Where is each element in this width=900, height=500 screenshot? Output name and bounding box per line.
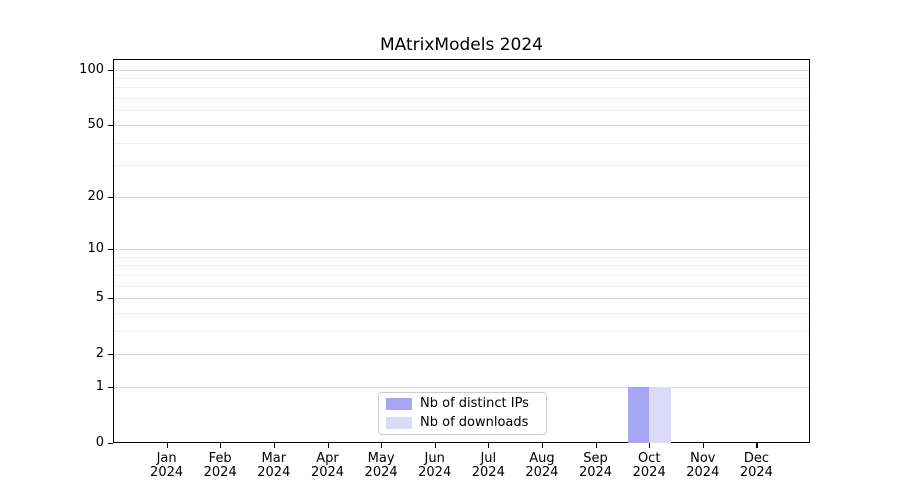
legend-swatch-downloads [386, 417, 412, 429]
legend-label-distinct-ips: Nb of distinct IPs [420, 396, 529, 411]
y-tick-mark [108, 124, 113, 126]
legend: Nb of distinct IPs Nb of downloads [378, 392, 547, 435]
gridline-major [114, 69, 809, 71]
x-tick-label: Mar 2024 [257, 451, 291, 480]
x-tick-label: Nov 2024 [686, 451, 720, 480]
x-tick-mark [220, 443, 222, 448]
plot-area [113, 59, 810, 443]
y-tick-label: 5 [95, 290, 104, 305]
bar-nb-of-distinct-ips-oct [627, 386, 650, 443]
gridline-minor [114, 77, 809, 79]
x-tick-label: Jul 2024 [471, 451, 505, 480]
y-tick-mark [108, 69, 113, 71]
x-tick-label: Apr 2024 [310, 451, 345, 480]
gridline-minor [114, 285, 809, 287]
gridline-major [114, 386, 809, 388]
x-tick-label: Jan 2024 [150, 451, 184, 480]
legend-label-downloads: Nb of downloads [420, 415, 529, 430]
chart-title: MAtrixModels 2024 [379, 35, 543, 55]
gridline-minor [114, 274, 809, 276]
x-tick-mark [488, 443, 490, 448]
gridline-major [114, 298, 809, 299]
gridline-minor [114, 110, 809, 112]
y-tick-mark [108, 196, 113, 198]
y-tick-mark [108, 354, 113, 356]
y-tick-label: 1 [95, 378, 104, 394]
x-tick-mark [756, 443, 758, 448]
legend-item-distinct-ips: Nb of distinct IPs [386, 396, 538, 412]
y-tick-label: 10 [87, 240, 104, 256]
x-tick-mark [327, 443, 329, 448]
y-tick-mark [108, 248, 113, 251]
x-tick-label: Sep 2024 [578, 451, 613, 480]
y-tick-mark [108, 298, 113, 300]
gridline-minor [114, 330, 809, 332]
gridline-minor [114, 265, 809, 267]
gridline-minor [114, 87, 809, 89]
x-tick-label: Dec 2024 [739, 451, 773, 480]
x-tick-mark [595, 443, 597, 448]
y-tick-label: 2 [95, 346, 104, 362]
x-tick-label: Oct 2024 [632, 451, 666, 480]
gridline-minor [114, 256, 809, 258]
x-tick-mark [166, 443, 168, 448]
gridline-major [114, 248, 809, 250]
x-tick-mark [649, 443, 651, 448]
x-tick-mark [434, 443, 436, 448]
gridline-major [114, 124, 809, 126]
gridline-minor [114, 142, 809, 144]
legend-swatch-distinct-ips [386, 398, 412, 410]
gridline-major [114, 196, 809, 198]
x-tick-label: Aug 2024 [525, 451, 559, 480]
legend-item-downloads: Nb of downloads [386, 415, 538, 431]
bar-nb-of-downloads-oct [649, 386, 671, 443]
y-tick-label: 100 [79, 61, 104, 77]
y-tick-label: 50 [87, 116, 104, 132]
gridline-major [114, 354, 809, 356]
gridline-minor [114, 312, 809, 314]
y-tick-mark [108, 386, 113, 389]
x-tick-mark [541, 443, 544, 448]
x-tick-label: Jun 2024 [418, 451, 452, 480]
x-tick-mark [381, 443, 383, 448]
y-tick-label: 20 [87, 188, 104, 204]
x-tick-mark [702, 443, 704, 448]
x-tick-label: Feb 2024 [203, 451, 237, 480]
x-tick-mark [273, 443, 275, 448]
y-tick-label: 0 [95, 435, 104, 450]
gridline-minor [114, 98, 809, 99]
x-tick-label: May 2024 [364, 451, 398, 480]
gridline-minor [114, 165, 809, 167]
y-tick-mark [108, 443, 113, 445]
